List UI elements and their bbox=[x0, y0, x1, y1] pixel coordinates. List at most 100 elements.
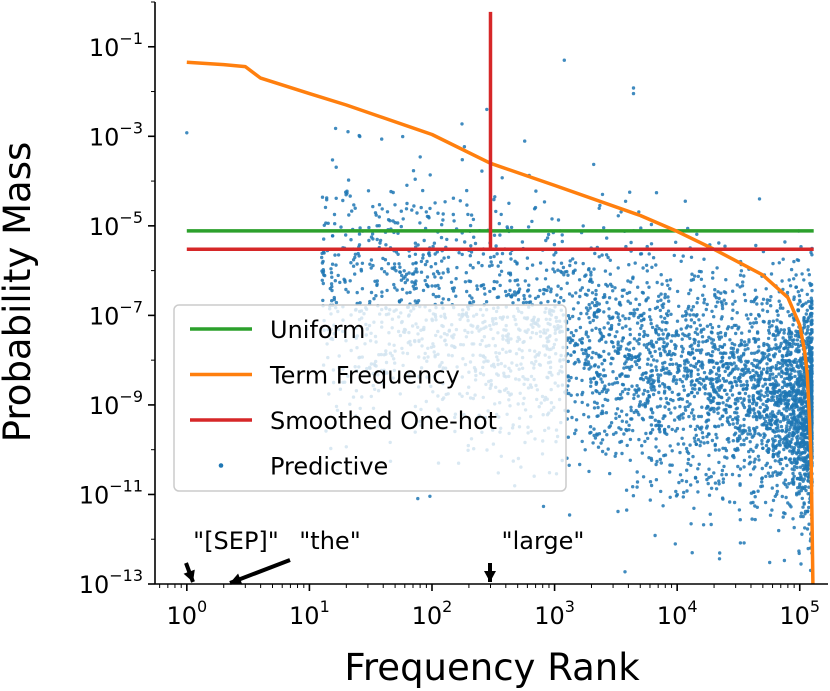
predictive-point bbox=[755, 390, 759, 394]
predictive-point bbox=[788, 284, 793, 288]
predictive-point bbox=[579, 311, 583, 316]
legend-marker-predictive bbox=[218, 463, 224, 468]
predictive-point bbox=[771, 261, 775, 266]
predictive-point bbox=[635, 470, 639, 474]
predictive-point bbox=[433, 284, 438, 288]
predictive-point bbox=[695, 232, 699, 236]
predictive-point bbox=[592, 162, 596, 167]
predictive-point bbox=[777, 429, 781, 433]
predictive-point bbox=[763, 433, 767, 437]
predictive-point bbox=[650, 428, 655, 432]
predictive-point bbox=[674, 494, 679, 498]
predictive-point bbox=[597, 432, 602, 436]
predictive-point bbox=[445, 237, 449, 242]
predictive-point bbox=[720, 395, 724, 400]
predictive-point bbox=[723, 244, 727, 248]
predictive-point bbox=[629, 280, 633, 284]
predictive-point bbox=[412, 287, 416, 291]
predictive-point bbox=[473, 241, 478, 246]
predictive-point bbox=[638, 400, 642, 404]
predictive-point bbox=[658, 430, 662, 434]
predictive-point bbox=[600, 253, 604, 257]
predictive-point bbox=[696, 467, 700, 471]
predictive-point bbox=[369, 258, 374, 262]
predictive-point bbox=[755, 417, 759, 422]
predictive-point bbox=[798, 465, 803, 469]
predictive-point bbox=[633, 355, 637, 359]
predictive-point bbox=[649, 423, 654, 427]
axes-layer: 100 101 102 103 104 10510−1310−1110−910−710−5… bbox=[79, 1, 828, 630]
predictive-point bbox=[584, 358, 588, 362]
predictive-point bbox=[749, 351, 754, 355]
predictive-point bbox=[712, 396, 716, 400]
predictive-point bbox=[500, 251, 505, 256]
predictive-point bbox=[809, 328, 813, 332]
predictive-point bbox=[805, 339, 809, 343]
predictive-point bbox=[799, 511, 804, 515]
predictive-point bbox=[733, 299, 737, 303]
predictive-point bbox=[646, 389, 650, 394]
predictive-point bbox=[779, 341, 783, 346]
predictive-point bbox=[590, 356, 594, 360]
predictive-point bbox=[628, 190, 632, 194]
predictive-point bbox=[706, 432, 711, 436]
predictive-point bbox=[566, 384, 570, 388]
predictive-point bbox=[451, 212, 455, 217]
predictive-point bbox=[428, 173, 432, 177]
predictive-point bbox=[775, 318, 779, 322]
predictive-point bbox=[669, 411, 673, 415]
predictive-point bbox=[584, 306, 589, 310]
predictive-point bbox=[763, 382, 768, 386]
predictive-point bbox=[433, 252, 437, 256]
predictive-point bbox=[440, 301, 444, 305]
predictive-point bbox=[385, 272, 389, 276]
predictive-point bbox=[468, 294, 472, 298]
predictive-point bbox=[709, 486, 714, 490]
predictive-point bbox=[795, 382, 799, 386]
predictive-point bbox=[546, 299, 550, 304]
predictive-point bbox=[463, 280, 468, 284]
predictive-point bbox=[701, 293, 705, 297]
predictive-point bbox=[804, 312, 808, 316]
predictive-point bbox=[770, 410, 775, 414]
predictive-point bbox=[810, 357, 814, 362]
predictive-point bbox=[809, 250, 813, 255]
predictive-point bbox=[809, 377, 813, 381]
x-tick-label: 100 bbox=[166, 597, 207, 630]
predictive-point bbox=[711, 270, 715, 275]
predictive-point bbox=[666, 295, 670, 299]
predictive-point bbox=[756, 489, 760, 493]
predictive-point bbox=[380, 267, 384, 271]
predictive-point bbox=[688, 313, 692, 317]
predictive-point bbox=[753, 386, 757, 390]
predictive-point bbox=[667, 349, 672, 354]
predictive-point bbox=[594, 288, 598, 293]
predictive-point bbox=[423, 278, 427, 283]
predictive-point bbox=[786, 439, 790, 443]
predictive-point bbox=[586, 288, 591, 292]
predictive-point bbox=[692, 506, 696, 510]
predictive-point bbox=[721, 364, 725, 369]
predictive-point bbox=[735, 383, 739, 388]
predictive-point bbox=[753, 495, 757, 499]
predictive-point bbox=[782, 481, 786, 485]
predictive-point bbox=[441, 212, 445, 216]
predictive-point bbox=[432, 241, 437, 245]
predictive-point bbox=[648, 498, 652, 502]
predictive-point bbox=[410, 208, 414, 212]
predictive-point bbox=[736, 327, 740, 331]
predictive-point bbox=[599, 441, 603, 445]
predictive-point bbox=[421, 288, 426, 293]
predictive-point bbox=[702, 257, 706, 261]
predictive-point bbox=[777, 299, 781, 303]
predictive-point bbox=[602, 358, 606, 362]
predictive-point bbox=[805, 427, 809, 432]
predictive-point bbox=[785, 290, 790, 295]
predictive-point bbox=[581, 351, 586, 356]
predictive-point bbox=[400, 273, 404, 278]
predictive-point bbox=[698, 323, 702, 327]
predictive-point bbox=[421, 188, 425, 193]
predictive-point bbox=[587, 316, 591, 320]
predictive-point bbox=[771, 437, 775, 441]
predictive-point bbox=[472, 235, 476, 239]
